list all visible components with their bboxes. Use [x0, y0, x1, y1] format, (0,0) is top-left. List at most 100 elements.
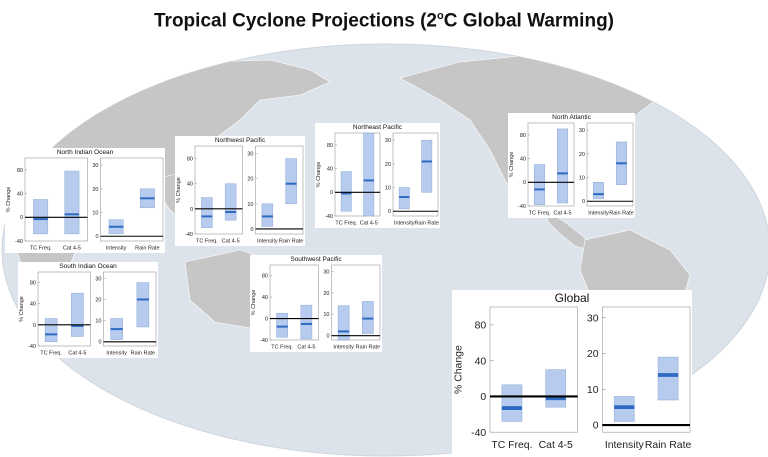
north-atlantic-left-tick-label: 80: [520, 133, 526, 139]
south-indian-ocean-left-box: [44, 318, 58, 343]
global-left-tick-label: -40: [471, 428, 486, 439]
panel-southwest-pacific: Southwest Pacific 80 40 0 -40 TC Freq. Cat 4-5…: [250, 255, 382, 352]
northeast-pacific-ylabel: % Change: [316, 162, 322, 188]
global-right-tick-label: 10: [587, 385, 599, 396]
north-atlantic-right-box: [592, 182, 605, 200]
south-indian-ocean-left-tick-label: 0: [33, 323, 36, 329]
panel-title: North Atlantic: [552, 114, 591, 121]
northwest-pacific-right-box: [261, 203, 274, 227]
panel-northwest-pacific: Northwest Pacific 80 40 0 -40 TC Freq. Cat 4-5…: [175, 136, 305, 246]
northeast-pacific-right-box: [398, 187, 410, 210]
northeast-pacific-right-tick-label: 0: [388, 209, 391, 215]
southwest-pacific-left-tick-label: 80: [262, 274, 268, 280]
north-indian-ocean-left-tick-label: 40: [17, 191, 23, 197]
southwest-pacific-right-box: [362, 301, 374, 334]
global-right-category-label: Rain Rate: [645, 440, 692, 451]
global-right-tick-label: 30: [587, 313, 599, 324]
panel-global: Global 80 40 0 -40 TC Freq. Cat 4-5 % Change 30 2…: [452, 290, 692, 455]
south-indian-ocean-right-tick-label: 10: [95, 319, 101, 325]
panel-title: Southwest Pacific: [290, 256, 342, 263]
south-indian-ocean-right-category-label: Intensity: [106, 350, 127, 356]
northwest-pacific-right-category-label: Rain Rate: [279, 238, 303, 244]
southwest-pacific-right-category-label: Rain Rate: [356, 344, 380, 350]
north-indian-ocean-left-box: [64, 170, 80, 235]
north-indian-ocean-right-tick-label: 0: [95, 234, 98, 240]
north-atlantic-right-tick-label: 20: [579, 152, 585, 158]
north-indian-ocean-right-tick-label: 10: [92, 210, 98, 216]
north-indian-ocean-left-category-label: Cat 4-5: [63, 245, 81, 251]
northeast-pacific-right-box: [421, 139, 433, 193]
northwest-pacific-right-tick-label: 10: [247, 202, 253, 208]
north-atlantic-right-tick-label: 0: [582, 199, 585, 205]
south-indian-ocean-left-tick-label: 40: [30, 302, 36, 308]
northwest-pacific-right-tick-label: 0: [250, 227, 253, 233]
northwest-pacific-left-tick-label: 80: [187, 156, 193, 162]
northwest-pacific-left-category-label: TC Freq.: [196, 238, 218, 244]
northeast-pacific-right-tick-label: 10: [385, 185, 391, 191]
panel-north-atlantic: North Atlantic 80 40 0 -40 TC Freq. Cat 4-5 % C…: [508, 113, 635, 218]
southwest-pacific-right-category-label: Intensity: [333, 344, 354, 350]
global-left-tick-label: 40: [475, 356, 487, 367]
north-indian-ocean-right-category-label: Rain Rate: [135, 245, 159, 251]
north-indian-ocean-right-tick-label: 20: [92, 187, 98, 193]
global-left-box: [501, 384, 523, 422]
north-atlantic-left-box: [556, 128, 569, 204]
south-indian-ocean-left-box: [71, 292, 84, 337]
panel-title: North Indian Ocean: [56, 149, 114, 156]
chart-title-suffix: C Global Warming): [443, 10, 614, 32]
south-indian-ocean-left-category-label: TC Freq.: [40, 350, 62, 356]
global-left-category-label: Cat 4-5: [539, 440, 573, 451]
south-indian-ocean-left-category-label: Cat 4-5: [68, 350, 86, 356]
north-indian-ocean-left-category-label: TC Freq.: [30, 245, 52, 251]
northwest-pacific-left-box: [201, 197, 213, 228]
south-indian-ocean-left-tick-label: -40: [28, 344, 36, 350]
northeast-pacific-left-category-label: TC Freq.: [335, 220, 357, 226]
global-right-tick-label: 0: [593, 421, 599, 432]
global-left-category-label: TC Freq.: [491, 440, 532, 451]
northeast-pacific-left-tick-label: -40: [325, 214, 333, 220]
north-indian-ocean-right-tick-label: 30: [92, 163, 98, 169]
global-left-tick-label: 80: [475, 321, 487, 332]
south-indian-ocean-right-tick-label: 20: [95, 297, 101, 303]
northwest-pacific-right-tick-label: 30: [247, 151, 253, 157]
northwest-pacific-ylabel: % Change: [176, 177, 182, 203]
southwest-pacific-right-box: [337, 305, 350, 341]
southwest-pacific-left-box: [276, 312, 288, 338]
northeast-pacific-left-tick-label: 0: [330, 190, 333, 196]
south-indian-ocean-right-tick-label: 0: [98, 340, 101, 346]
north-atlantic-right-tick-label: 10: [579, 175, 585, 181]
northeast-pacific-right-category-label: Intensity: [394, 220, 415, 226]
global-ylabel: % Change: [454, 345, 465, 394]
northwest-pacific-left-tick-label: 0: [190, 207, 193, 213]
north-atlantic-left-tick-label: 40: [520, 156, 526, 162]
south-indian-ocean-right-box: [136, 282, 150, 328]
northwest-pacific-left-category-label: Cat 4-5: [222, 238, 240, 244]
global-left-tick-label: 0: [480, 392, 486, 403]
chart-title-superscript: o: [436, 10, 444, 22]
landmass-central-america: [544, 209, 591, 251]
global-right-tick-label: 20: [587, 349, 599, 360]
panel-plot-south-indian-ocean: 80 40 0 -40 TC Freq. Cat 4-5 % Change 30 20 10 0 In…: [19, 271, 157, 356]
panel-title: Northeast Pacific: [352, 124, 403, 131]
landmass-greenland: [609, 44, 701, 83]
southwest-pacific-left-category-label: TC Freq.: [271, 344, 293, 350]
northwest-pacific-right-category-label: Intensity: [257, 238, 278, 244]
southwest-pacific-left-tick-label: 40: [262, 295, 268, 301]
northeast-pacific-left-box: [340, 171, 352, 212]
southwest-pacific-left-category-label: Cat 4-5: [297, 344, 315, 350]
northeast-pacific-right-tick-label: 20: [385, 162, 391, 168]
panel-plot-north-indian-ocean: 80 40 0 -40 TC Freq. Cat 4-5 % Change 30 20 10 0 In…: [6, 157, 164, 251]
north-atlantic-ylabel: % Change: [509, 152, 515, 178]
northwest-pacific-right-tick-label: 20: [247, 177, 253, 183]
northeast-pacific-left-box: [363, 132, 375, 217]
north-atlantic-right-category-label: Intensity: [588, 210, 609, 216]
south-indian-ocean-ylabel: % Change: [19, 296, 25, 322]
northwest-pacific-left-box: [224, 183, 237, 221]
panel-title: Global: [554, 291, 590, 305]
southwest-pacific-right-tick-label: 0: [326, 334, 329, 340]
panel-title: South Indian Ocean: [59, 263, 117, 270]
northeast-pacific-right-category-label: Rain Rate: [415, 220, 439, 226]
